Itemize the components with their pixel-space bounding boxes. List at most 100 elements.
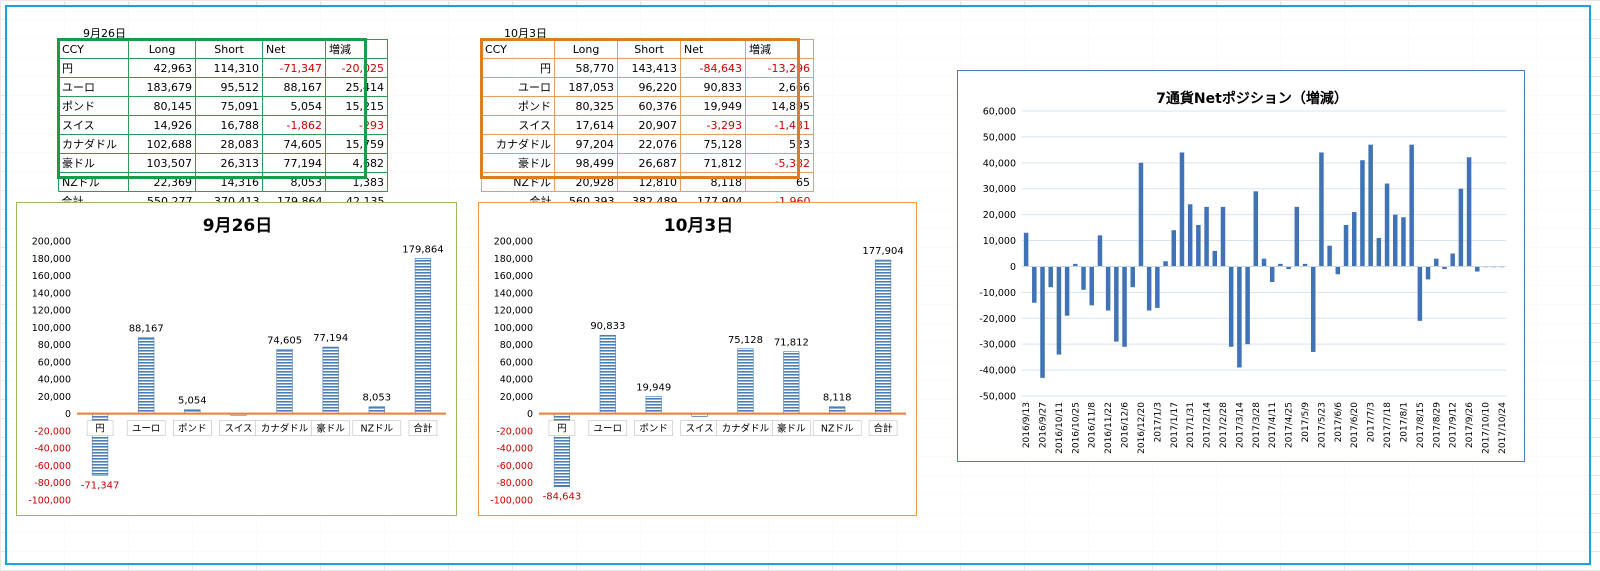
cell-change[interactable]: 15,215 (325, 96, 388, 116)
cell-change[interactable]: 15,759 (325, 134, 388, 154)
bar (1458, 188, 1464, 267)
category-tick: ユーロ (588, 420, 628, 436)
chart-panel-weekly[interactable]: 7通貨Netポジション（増減） -50,000 -40,000 -30,000 -20,… (957, 70, 1525, 462)
header-ccy[interactable]: CCY (481, 39, 555, 59)
cell-net[interactable]: 5,054 (262, 96, 326, 116)
cell-long[interactable]: 58,770 (554, 58, 618, 78)
cell-short[interactable]: 95,512 (195, 77, 263, 97)
cell-change[interactable]: 523 (745, 134, 814, 154)
header-short[interactable]: Short (195, 39, 263, 59)
header-long[interactable]: Long (554, 39, 618, 59)
cell-ccy[interactable]: ユーロ (58, 77, 129, 97)
cell-net[interactable]: 88,167 (262, 77, 326, 97)
net-chart-oct3: 10月3日 -100,000 -80,000 -60,000 -40,000 -20,00… (490, 216, 906, 507)
cell-long[interactable]: 42,963 (128, 58, 196, 78)
cell-short[interactable]: 96,220 (617, 77, 681, 97)
cell-long[interactable]: 102,688 (128, 134, 196, 154)
cell-short[interactable]: 16,788 (195, 115, 263, 135)
cell-short[interactable]: 26,687 (617, 153, 681, 173)
cell-long[interactable]: 97,204 (554, 134, 618, 154)
cell-ccy[interactable]: ユーロ (481, 77, 555, 97)
cell-change[interactable]: 25,414 (325, 77, 388, 97)
cell-net[interactable]: -3,293 (680, 115, 746, 135)
cell-ccy[interactable]: 豪ドル (481, 153, 555, 173)
cell-long[interactable]: 14,926 (128, 115, 196, 135)
cell-change[interactable]: -20,025 (325, 58, 388, 78)
cell-short[interactable]: 75,091 (195, 96, 263, 116)
cell-net[interactable]: -71,347 (262, 58, 326, 78)
cell-ccy[interactable]: 豪ドル (58, 153, 129, 173)
cell-ccy[interactable]: NZドル (58, 172, 129, 192)
cell-ccy[interactable]: スイス (58, 115, 129, 135)
cell-net[interactable]: 19,949 (680, 96, 746, 116)
cell-change[interactable]: 65 (745, 172, 814, 192)
y-tick-label: 200,000 (32, 237, 71, 248)
cell-short[interactable]: 22,076 (617, 134, 681, 154)
cell-short[interactable]: 143,413 (617, 58, 681, 78)
cell-ccy[interactable]: ポンド (58, 96, 129, 116)
header-net[interactable]: Net (680, 39, 746, 59)
cell-long[interactable]: 183,679 (128, 77, 196, 97)
cell-ccy[interactable]: 円 (58, 58, 129, 78)
cell-long[interactable]: 17,614 (554, 115, 618, 135)
cell-long[interactable]: 80,145 (128, 96, 196, 116)
cell-short[interactable]: 14,316 (195, 172, 263, 192)
cell-net[interactable]: -84,643 (680, 58, 746, 78)
category-label: カナダドル (261, 423, 309, 435)
cell-ccy[interactable]: カナダドル (58, 134, 129, 154)
cell-net[interactable]: 71,812 (680, 153, 746, 173)
cell-long[interactable]: 22,369 (128, 172, 196, 192)
cell-net[interactable]: 74,605 (262, 134, 326, 154)
cell-ccy[interactable]: NZドル (481, 172, 555, 192)
cell-long[interactable]: 187,053 (554, 77, 618, 97)
x-tick-label: 2017/8/15 (1416, 402, 1426, 448)
header-change[interactable]: 増減 (325, 39, 388, 59)
bar (1310, 266, 1316, 352)
cell-short[interactable]: 28,083 (195, 134, 263, 154)
cell-long[interactable]: 20,928 (554, 172, 618, 192)
bar (1294, 206, 1300, 267)
x-tick-label: 2016/12/6 (1121, 402, 1131, 448)
cell-net[interactable]: 77,194 (262, 153, 326, 173)
cell-short[interactable]: 26,313 (195, 153, 263, 173)
cell-ccy[interactable]: 円 (481, 58, 555, 78)
cell-long[interactable]: 80,325 (554, 96, 618, 116)
header-change[interactable]: 増減 (745, 39, 814, 59)
cell-ccy[interactable]: スイス (481, 115, 555, 135)
cell-net[interactable]: -1,862 (262, 115, 326, 135)
cell-net[interactable]: 8,053 (262, 172, 326, 192)
cell-change[interactable]: -293 (325, 115, 388, 135)
cell-long[interactable]: 98,499 (554, 153, 618, 173)
category-tick: ポンド (173, 420, 212, 436)
cell-short[interactable]: 60,376 (617, 96, 681, 116)
header-net[interactable]: Net (262, 39, 326, 59)
data-label: -84,643 (543, 492, 582, 503)
x-tick-label: 2017/7/3 (1367, 402, 1377, 442)
cell-short[interactable]: 12,810 (617, 172, 681, 192)
chart-panel-oct3[interactable]: 10月3日 -100,000 -80,000 -60,000 -40,000 -20,00… (478, 202, 917, 516)
bar (1351, 212, 1357, 267)
y-tick-label: 100,000 (494, 323, 533, 334)
cell-net[interactable]: 8,118 (680, 172, 746, 192)
cell-net[interactable]: 75,128 (680, 134, 746, 154)
cell-short[interactable]: 20,907 (617, 115, 681, 135)
cell-ccy[interactable]: カナダドル (481, 134, 555, 154)
chart-title: 9月26日 (203, 216, 273, 236)
cell-change[interactable]: 1,383 (325, 172, 388, 192)
header-short[interactable]: Short (617, 39, 681, 59)
cell-change[interactable]: 14,895 (745, 96, 814, 116)
cell-net[interactable]: 90,833 (680, 77, 746, 97)
cell-change[interactable]: -1,431 (745, 115, 814, 135)
bar (1040, 266, 1045, 378)
bar (1105, 266, 1111, 311)
cell-change[interactable]: -13,296 (745, 58, 814, 78)
header-long[interactable]: Long (128, 39, 196, 59)
cell-ccy[interactable]: ポンド (481, 96, 555, 116)
cell-short[interactable]: 114,310 (195, 58, 263, 78)
cell-change[interactable]: -5,382 (745, 153, 814, 173)
cell-change[interactable]: 2,666 (745, 77, 814, 97)
cell-long[interactable]: 103,507 (128, 153, 196, 173)
cell-change[interactable]: 4,682 (325, 153, 388, 173)
header-ccy[interactable]: CCY (58, 39, 129, 59)
chart-panel-sep26[interactable]: 9月26日 -100,000 -80,000 -60,000 -40,000 -20,00… (16, 202, 457, 516)
